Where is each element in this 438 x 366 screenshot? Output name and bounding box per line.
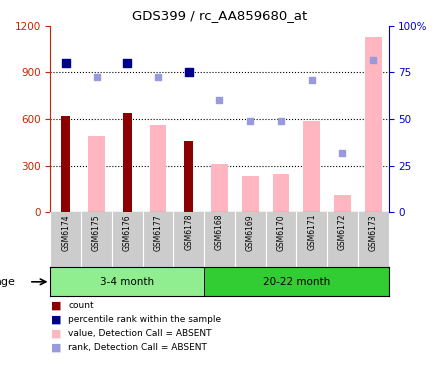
- Text: GSM6177: GSM6177: [153, 214, 162, 251]
- Text: GSM6178: GSM6178: [184, 214, 193, 250]
- Point: [338, 150, 345, 156]
- Bar: [333, 195, 350, 212]
- Bar: [303, 120, 319, 212]
- Bar: [211, 164, 227, 212]
- Text: GSM6173: GSM6173: [368, 214, 377, 251]
- Text: value, Detection Call = ABSENT: value, Detection Call = ABSENT: [68, 329, 211, 338]
- Text: GSM6169: GSM6169: [245, 214, 254, 251]
- Bar: [61, 116, 71, 212]
- Point: [154, 74, 161, 80]
- Bar: [50, 267, 204, 296]
- Text: rank, Detection Call = ABSENT: rank, Detection Call = ABSENT: [68, 343, 206, 352]
- Text: ■: ■: [50, 342, 61, 352]
- Point: [246, 117, 253, 123]
- Text: 3-4 month: 3-4 month: [100, 277, 154, 287]
- Point: [185, 69, 192, 75]
- Bar: [364, 37, 381, 212]
- Point: [369, 57, 376, 63]
- Point: [215, 97, 223, 103]
- Text: GSM6170: GSM6170: [276, 214, 285, 251]
- Text: GSM6168: GSM6168: [215, 214, 223, 250]
- Point: [124, 60, 131, 66]
- Text: ■: ■: [50, 328, 61, 339]
- Text: GSM6171: GSM6171: [307, 214, 315, 250]
- Bar: [184, 141, 193, 212]
- Text: percentile rank within the sample: percentile rank within the sample: [68, 315, 221, 324]
- Bar: [272, 174, 289, 212]
- Text: ■: ■: [50, 314, 61, 325]
- Bar: [88, 136, 105, 212]
- Point: [277, 117, 284, 123]
- Text: GDS399 / rc_AA859680_at: GDS399 / rc_AA859680_at: [131, 9, 307, 22]
- Point: [62, 60, 69, 66]
- Text: GSM6172: GSM6172: [337, 214, 346, 250]
- Point: [307, 77, 314, 83]
- Bar: [122, 113, 132, 212]
- Text: age: age: [0, 277, 15, 287]
- Bar: [241, 176, 258, 212]
- Text: count: count: [68, 301, 93, 310]
- Point: [93, 74, 100, 80]
- Bar: [204, 267, 388, 296]
- Text: GSM6174: GSM6174: [61, 214, 70, 251]
- Bar: [149, 125, 166, 212]
- Text: ■: ■: [50, 300, 61, 311]
- Text: 20-22 month: 20-22 month: [262, 277, 329, 287]
- Text: GSM6176: GSM6176: [123, 214, 131, 251]
- Text: GSM6175: GSM6175: [92, 214, 101, 251]
